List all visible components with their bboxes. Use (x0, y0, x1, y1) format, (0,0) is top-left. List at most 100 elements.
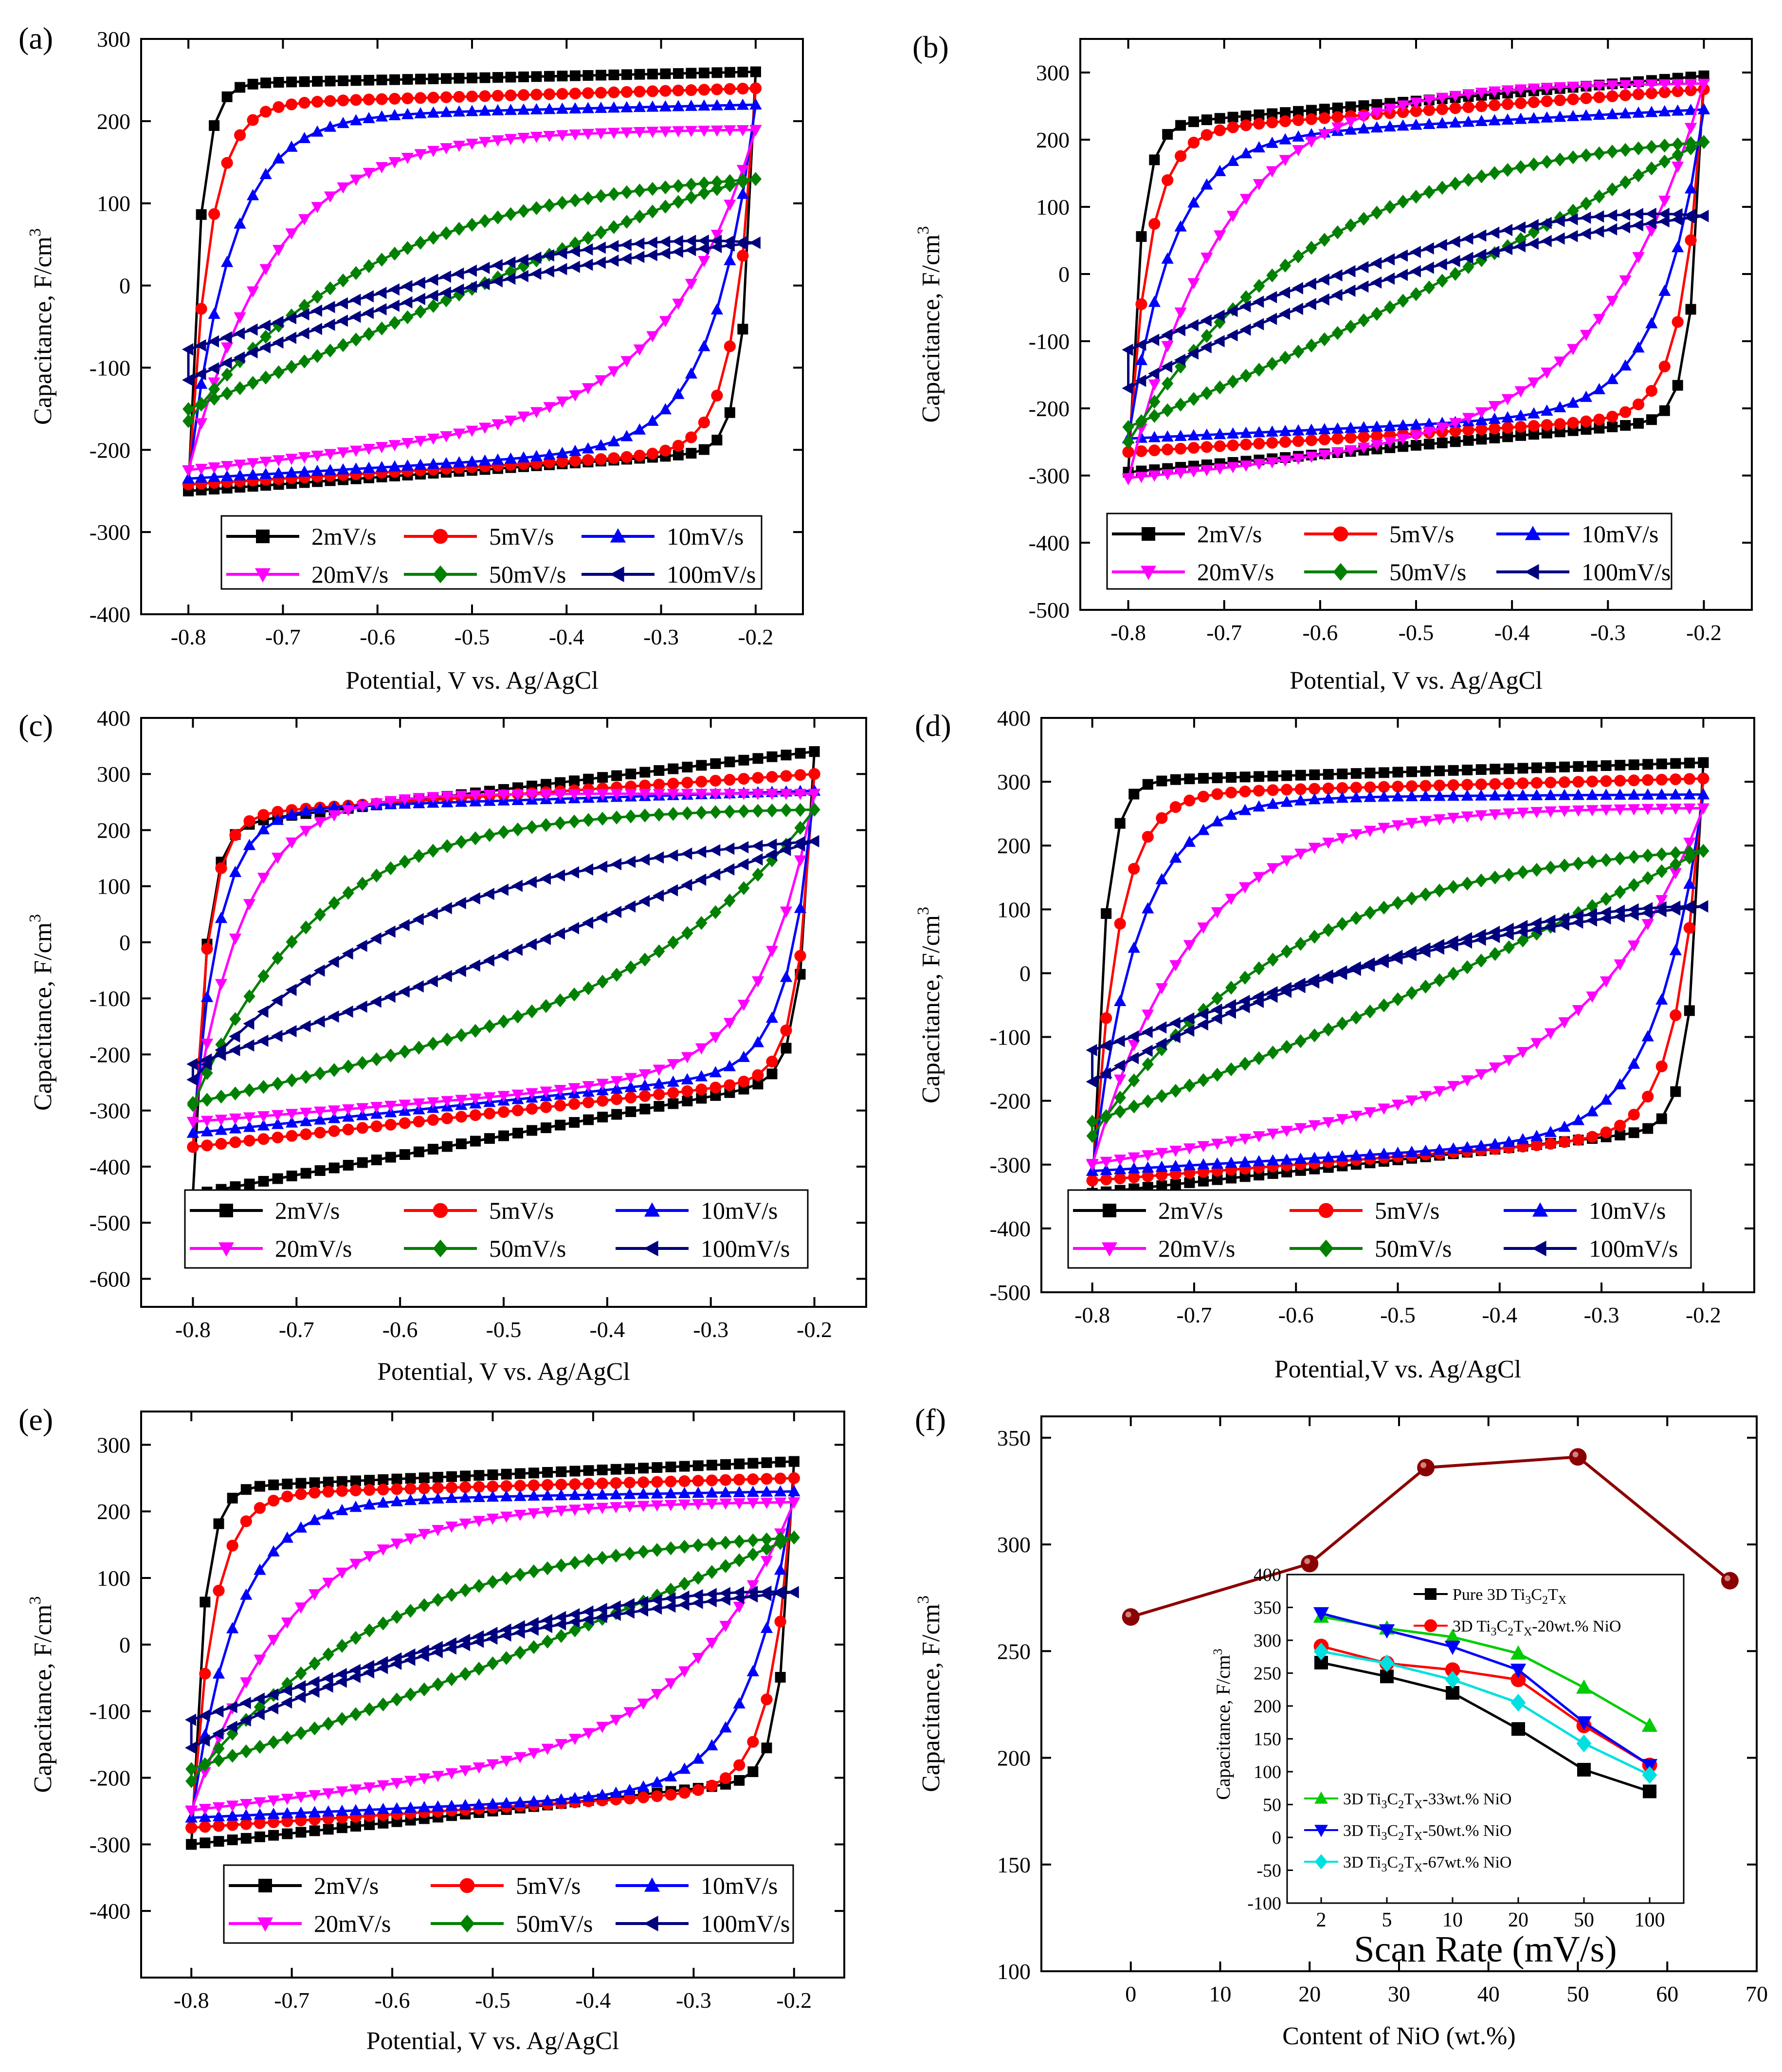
data-point (1292, 145, 1305, 157)
data-point (453, 141, 466, 152)
data-point (254, 1563, 266, 1575)
data-point (692, 1460, 704, 1471)
legend-marker (1140, 566, 1157, 580)
data-point (596, 1611, 607, 1623)
data-point (1114, 1172, 1126, 1185)
data-point (583, 773, 594, 785)
data-point (324, 95, 336, 107)
data-point (349, 293, 361, 306)
data-point (243, 1120, 256, 1132)
data-point (391, 1483, 403, 1495)
data-point (672, 245, 683, 258)
legend-label: 10mV/s (701, 1872, 778, 1899)
y-tick-label: -500 (990, 1280, 1031, 1305)
data-point (751, 840, 763, 852)
data-point (322, 1672, 333, 1685)
chart-panel-a: (a)-0.8 -0.7 -0.6 -0.5 -0.4 -0.3 -0.2-400-300-… (18, 21, 804, 695)
inset-data-point (1510, 1694, 1526, 1712)
data-point (272, 467, 285, 478)
data-point (1619, 107, 1632, 119)
data-point (390, 1652, 402, 1665)
data-point (427, 299, 439, 313)
data-point (298, 298, 310, 313)
data-point (337, 182, 349, 194)
data-point (342, 1110, 355, 1122)
data-point (281, 1531, 293, 1543)
data-point (324, 318, 335, 331)
data-point (582, 1081, 595, 1093)
data-point (1240, 290, 1252, 304)
data-point (335, 1668, 347, 1681)
data-point (555, 1489, 567, 1501)
data-point (336, 1822, 347, 1834)
data-point (736, 187, 749, 199)
legend-label: 20mV/s (1158, 1235, 1235, 1262)
data-point (1211, 815, 1224, 826)
data-point (1528, 429, 1539, 440)
inset-data-point (1510, 1645, 1527, 1660)
data-point (272, 455, 285, 467)
data-point (1253, 426, 1266, 438)
data-point (473, 1662, 485, 1676)
data-point (1127, 941, 1140, 953)
data-point (733, 1697, 746, 1709)
data-point (195, 471, 208, 483)
data-point (258, 1176, 269, 1187)
data-point (582, 442, 595, 454)
legend-marker (1318, 1203, 1334, 1218)
data-point (479, 72, 491, 83)
data-point (624, 1073, 637, 1084)
data-point (1169, 1031, 1181, 1044)
data-point (1517, 777, 1529, 789)
data-point (736, 125, 749, 137)
data-point (377, 1780, 389, 1792)
data-point (254, 1740, 266, 1754)
y-axis-label: Capacitance, F/cm3 (914, 226, 945, 423)
data-point (706, 1537, 718, 1551)
data-point (375, 287, 387, 299)
data-point (724, 67, 735, 78)
data-point (620, 238, 632, 251)
data-point (1378, 767, 1389, 778)
data-point (1558, 858, 1571, 873)
data-point (1697, 772, 1709, 785)
y-tick-label: 300 (97, 27, 130, 52)
data-point (294, 1521, 308, 1533)
data-point (1318, 422, 1331, 435)
data-point (709, 905, 722, 919)
legend-marker (258, 1879, 272, 1892)
data-point (719, 1536, 732, 1550)
legend-label: 2mV/s (314, 1872, 379, 1899)
data-point (388, 109, 401, 121)
data-point (1148, 444, 1161, 457)
data-point (750, 66, 761, 77)
data-point (311, 202, 324, 214)
data-point (1114, 994, 1127, 1007)
data-point (1322, 1117, 1335, 1129)
data-point (582, 863, 594, 876)
data-point (1198, 773, 1209, 784)
data-point (215, 1137, 227, 1150)
data-point (199, 1758, 211, 1772)
data-point (1174, 353, 1186, 367)
data-point (1697, 788, 1710, 800)
data-point (582, 788, 595, 801)
data-point (719, 1474, 732, 1486)
legend-label: 20mV/s (1197, 558, 1274, 586)
data-point (384, 1048, 397, 1063)
legend-marker (1318, 1239, 1334, 1258)
inset-series (1313, 1607, 1658, 1774)
data-point (1114, 1104, 1126, 1119)
data-point (1305, 434, 1318, 446)
data-point (1370, 121, 1383, 133)
x-tick-label: 0 (1125, 1981, 1136, 2006)
data-point (1593, 313, 1606, 326)
data-point (678, 1598, 690, 1611)
data-point (234, 217, 246, 229)
data-point (453, 428, 466, 440)
data-point (555, 1478, 567, 1491)
data-point (1174, 307, 1187, 319)
data-point (1600, 906, 1611, 919)
data-point (1405, 780, 1418, 792)
data-point (427, 792, 439, 804)
